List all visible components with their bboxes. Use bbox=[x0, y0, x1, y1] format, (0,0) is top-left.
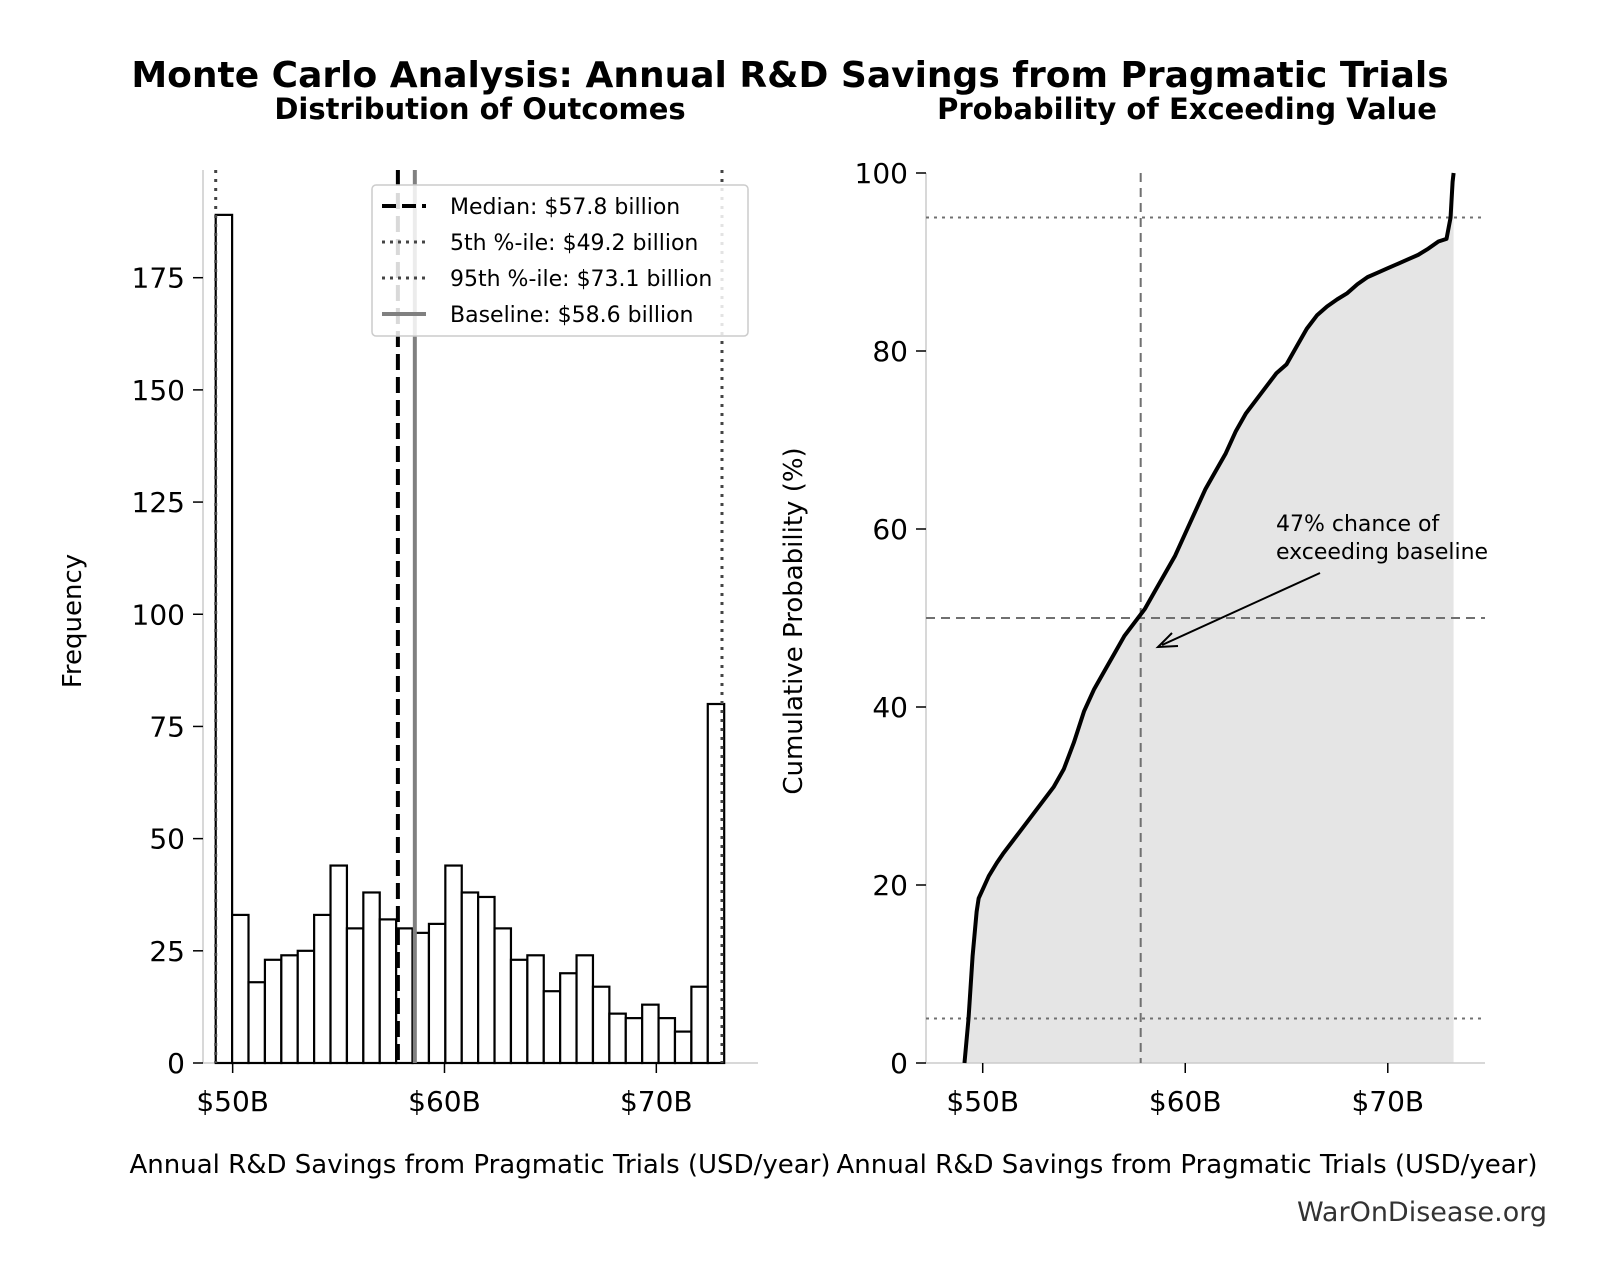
cdf-y-tick-label: 100 bbox=[855, 157, 908, 190]
cdf-y-tick-label: 80 bbox=[872, 335, 908, 368]
histogram-bar bbox=[690, 985, 709, 1065]
histogram-bar bbox=[231, 913, 250, 1065]
histogram-x-tick-label: $50B bbox=[196, 1085, 269, 1118]
annotation-text-line1: 47% chance of bbox=[1276, 512, 1440, 537]
cdf-x-axis-label: Annual R&D Savings from Pragmatic Trials… bbox=[836, 1150, 1537, 1180]
histogram-bar bbox=[444, 864, 463, 1065]
histogram-bar bbox=[575, 954, 595, 1065]
histogram-bar bbox=[296, 949, 316, 1065]
histogram-bar bbox=[706, 702, 726, 1065]
cdf-annotation: 47% chance of exceeding baseline bbox=[1155, 512, 1488, 649]
histogram-legend: Median: $57.8 billion 5th %-ile: $49.2 b… bbox=[371, 184, 749, 337]
histogram-bar bbox=[362, 891, 381, 1065]
histogram-y-tick-label: 0 bbox=[167, 1047, 185, 1080]
histogram-bar bbox=[427, 922, 447, 1065]
histogram-bar bbox=[624, 1017, 644, 1065]
legend-frame bbox=[371, 184, 749, 337]
legend-baseline-label: Baseline: $58.6 billion bbox=[450, 303, 693, 328]
histogram-bar bbox=[493, 927, 513, 1065]
histogram-bar bbox=[247, 981, 267, 1065]
watermark: WarOnDisease.org bbox=[1297, 1197, 1547, 1228]
legend-median-label: Median: $57.8 billion bbox=[450, 195, 680, 220]
cdf-y-tick-label: 40 bbox=[872, 691, 908, 724]
histogram-bar bbox=[591, 985, 611, 1065]
annotation-arrow-shaft bbox=[1161, 572, 1321, 646]
histogram-bar bbox=[526, 954, 545, 1065]
cdf-panel: 0 20 40 60 80 100 $50B $60B $70B bbox=[855, 157, 1485, 1118]
histogram-bar bbox=[280, 954, 299, 1065]
histogram-bar bbox=[509, 958, 529, 1065]
legend-p95-label: 95th %-ile: $73.1 billion bbox=[450, 267, 712, 292]
cdf-y-tick-label: 60 bbox=[872, 513, 908, 546]
histogram-y-tick-label: 25 bbox=[149, 935, 185, 968]
histogram-y-tick-label: 50 bbox=[149, 823, 185, 856]
histogram-x-tick-label: $70B bbox=[620, 1085, 693, 1118]
histogram-bar bbox=[673, 1030, 693, 1065]
cdf-y-axis-label: Cumulative Probability (%) bbox=[779, 447, 809, 794]
histogram-bar bbox=[460, 891, 480, 1065]
histogram-y-axis-label: Frequency bbox=[58, 554, 88, 688]
histogram-title: Distribution of Outcomes bbox=[274, 92, 685, 126]
cdf-title: Probability of Exceeding Value bbox=[937, 92, 1437, 126]
annotation-arrow-head bbox=[1155, 632, 1179, 649]
figure-title: Monte Carlo Analysis: Annual R&D Savings… bbox=[131, 55, 1448, 96]
histogram-y-tick-label: 125 bbox=[132, 486, 185, 519]
histogram-bar bbox=[641, 1003, 660, 1065]
histogram-x-tick-label: $60B bbox=[408, 1085, 481, 1118]
cdf-x-tick-label: $60B bbox=[1149, 1085, 1222, 1118]
cdf-curve bbox=[962, 172, 1456, 1064]
histogram-bar bbox=[477, 895, 496, 1065]
histogram-y-tick-label: 175 bbox=[132, 262, 185, 295]
histogram-bar bbox=[395, 927, 414, 1065]
cdf-x-tick-label: $70B bbox=[1351, 1085, 1424, 1118]
cdf-fill-area bbox=[964, 173, 1454, 1063]
histogram-bar bbox=[559, 972, 578, 1065]
cdf-x-tick-label: $50B bbox=[946, 1085, 1019, 1118]
histogram-bar bbox=[263, 958, 283, 1065]
cdf-y-tick-label: 0 bbox=[890, 1047, 908, 1080]
histogram-bar bbox=[214, 213, 234, 1065]
histogram-y-tick-label: 150 bbox=[132, 374, 185, 407]
histogram-bar bbox=[608, 1012, 627, 1065]
histogram-bar bbox=[657, 1017, 677, 1065]
annotation-text-line2: exceeding baseline bbox=[1276, 540, 1488, 565]
histogram-y-tick-label: 75 bbox=[149, 710, 185, 743]
histogram-bar bbox=[329, 864, 349, 1065]
cdf-y-tick-label: 20 bbox=[872, 869, 908, 902]
histogram-bar bbox=[313, 913, 332, 1065]
histogram-bar bbox=[345, 927, 365, 1065]
histogram-bar bbox=[378, 918, 398, 1065]
histogram-x-axis-label: Annual R&D Savings from Pragmatic Trials… bbox=[129, 1150, 830, 1180]
legend-p5-label: 5th %-ile: $49.2 billion bbox=[450, 231, 698, 256]
histogram-y-tick-label: 100 bbox=[132, 598, 185, 631]
histogram-bar bbox=[542, 990, 562, 1065]
